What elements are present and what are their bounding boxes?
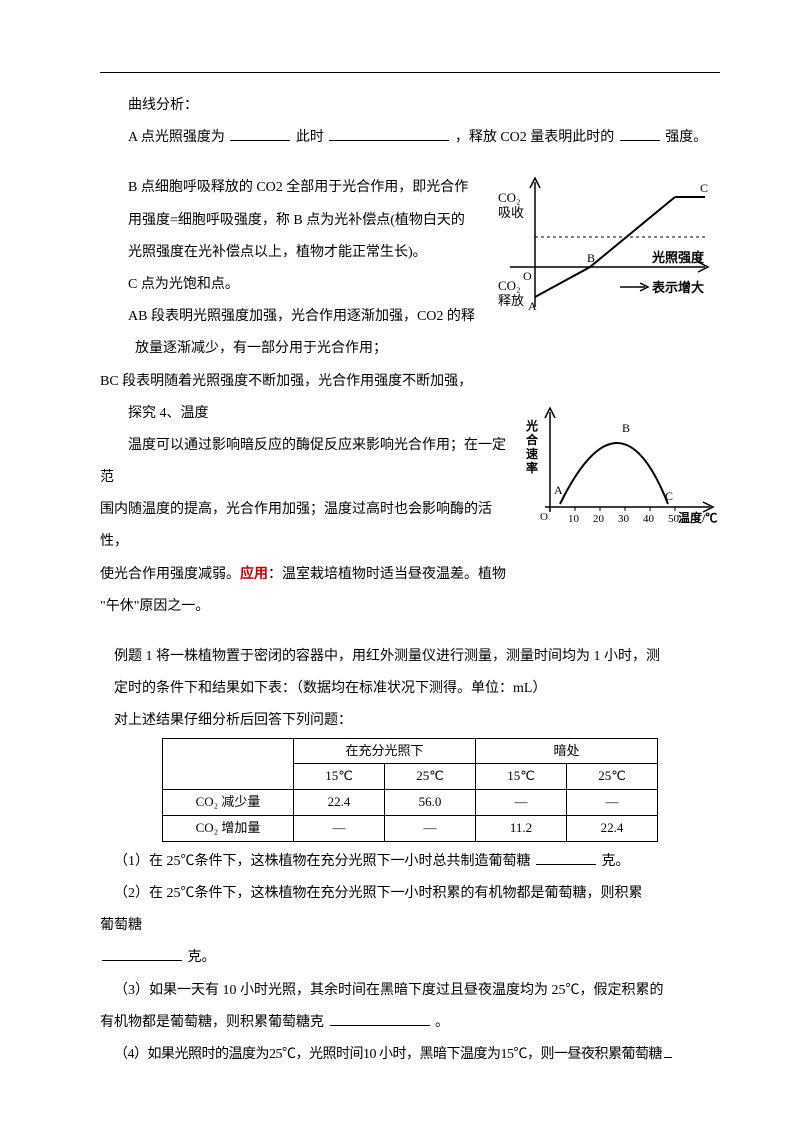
text: 定时的条件下和结果如下表：（数据均在标准状况下测得。单位：mL）: [100, 673, 720, 705]
td: —: [294, 815, 385, 841]
td: 22.4: [567, 815, 658, 841]
td: CO₂ 增加量: [163, 815, 294, 841]
svg-text:40: 40: [643, 513, 655, 525]
svg-text:C: C: [665, 489, 673, 503]
svg-text:B: B: [587, 251, 595, 265]
td: CO₂ 减少量: [163, 790, 294, 816]
text: （2）在 25℃条件下，这株植物在充分光照下一小时积累的有机物都是葡萄糖，则积累: [100, 878, 720, 910]
chart-light-intensity: CO₂ 吸收 CO₂ 释放 O B C A 光照强度 表示增大: [490, 172, 720, 335]
svg-text:光: 光: [525, 418, 538, 433]
t: ，释放 CO2 量表明此时的: [455, 130, 614, 145]
th: 暗处: [476, 738, 658, 764]
svg-text:表示增大: 表示增大: [651, 280, 704, 295]
svg-text:10: 10: [568, 513, 580, 525]
td: 56.0: [385, 790, 476, 816]
t: ：温室栽培植物时适当昼夜温差。植物: [268, 567, 506, 582]
t: 此时: [296, 130, 324, 145]
t: 。: [435, 1015, 449, 1030]
svg-text:合: 合: [526, 432, 539, 447]
svg-text:B: B: [622, 421, 630, 435]
table-row: CO₂ 增加量 — — 11.2 22.4: [163, 815, 658, 841]
t: 强度。: [665, 130, 707, 145]
text: （4）如果光照时的温度为25℃，光照时间10 小时，黑暗下温度为15℃，则一昼夜…: [100, 1039, 720, 1071]
th: 在充分光照下: [294, 738, 476, 764]
t: 克。: [188, 950, 216, 965]
svg-text:光照强度: 光照强度: [651, 250, 705, 265]
blank: [536, 850, 596, 865]
text: 对上述结果仔细分析后回答下列问题：: [100, 705, 720, 737]
text: 例题 1 将一株植物置于密闭的容器中，用红外测量仪进行测量，测量时间均为 1 小…: [100, 641, 720, 673]
table-row: 在充分光照下 暗处: [163, 738, 658, 764]
svg-text:A: A: [554, 483, 563, 497]
td: —: [476, 790, 567, 816]
text: "午休"原因之一。: [100, 591, 720, 623]
svg-text:CO₂: CO₂: [498, 278, 521, 293]
blank: [329, 126, 449, 141]
svg-text:CO₂: CO₂: [498, 190, 521, 205]
blank: [664, 1043, 672, 1058]
svg-text:O: O: [540, 511, 548, 523]
t: （4）如果光照时的温度为25℃，光照时间10 小时，黑暗下温度为15℃，则一昼夜…: [114, 1047, 662, 1062]
svg-text:率: 率: [526, 460, 538, 475]
td: —: [567, 790, 658, 816]
blank: [620, 126, 660, 141]
text: （3）如果一天有 10 小时光照，其余时间在黑暗下度过且昼夜温度均为 25℃，假…: [100, 975, 720, 1007]
th: 25℃: [567, 764, 658, 790]
t: 使光合作用强度减弱。: [100, 567, 240, 582]
svg-text:释放: 释放: [498, 293, 524, 308]
text: 放量逐渐减少，有一部分用于光合作用；: [100, 333, 720, 365]
data-table: 在充分光照下 暗处 15℃ 25℃ 15℃ 25℃ CO₂ 减少量 22.4 5…: [162, 738, 658, 842]
text: 有机物都是葡萄糖，则积累葡萄糖克 。: [100, 1007, 720, 1039]
t: （1）在 25℃条件下，这株植物在充分光照下一小时总共制造葡萄糖: [114, 854, 531, 869]
text: 使光合作用强度减弱。应用：温室栽培植物时适当昼夜温差。植物: [100, 559, 720, 591]
svg-text:速: 速: [526, 446, 538, 461]
th: 15℃: [294, 764, 385, 790]
svg-text:吸收: 吸收: [498, 205, 524, 220]
text: 葡萄糖: [100, 910, 720, 942]
blank: [330, 1011, 430, 1026]
blank: [102, 946, 182, 961]
t: 有机物都是葡萄糖，则积累葡萄糖克: [100, 1015, 324, 1030]
text: （1）在 25℃条件下，这株植物在充分光照下一小时总共制造葡萄糖 克。: [100, 846, 720, 878]
chart-temperature: 10 20 30 40 50 O A B C 温度/℃ 光 合 速 率: [520, 402, 720, 545]
th: 25℃: [385, 764, 476, 790]
t: 克。: [602, 854, 630, 869]
th: 15℃: [476, 764, 567, 790]
svg-text:30: 30: [618, 513, 630, 525]
page-rule: [100, 72, 720, 73]
text: A 点光照强度为 此时 ，释放 CO2 量表明此时的 强度。: [100, 122, 720, 154]
td: 22.4: [294, 790, 385, 816]
emphasis: 应用: [240, 567, 268, 582]
svg-text:A: A: [528, 299, 537, 313]
svg-text:C: C: [700, 181, 708, 195]
text: 克。: [100, 942, 720, 974]
td: —: [385, 815, 476, 841]
svg-text:温度/℃: 温度/℃: [678, 510, 717, 525]
t: A 点光照强度为: [128, 130, 225, 145]
table-row: CO₂ 减少量 22.4 56.0 — —: [163, 790, 658, 816]
td: 11.2: [476, 815, 567, 841]
blank: [230, 126, 290, 141]
svg-text:20: 20: [593, 513, 605, 525]
svg-text:O: O: [523, 269, 532, 283]
text: 曲线分析：: [100, 90, 720, 122]
text: BC 段表明随着光照强度不断加强，光合作用强度不断加强，: [100, 366, 720, 398]
